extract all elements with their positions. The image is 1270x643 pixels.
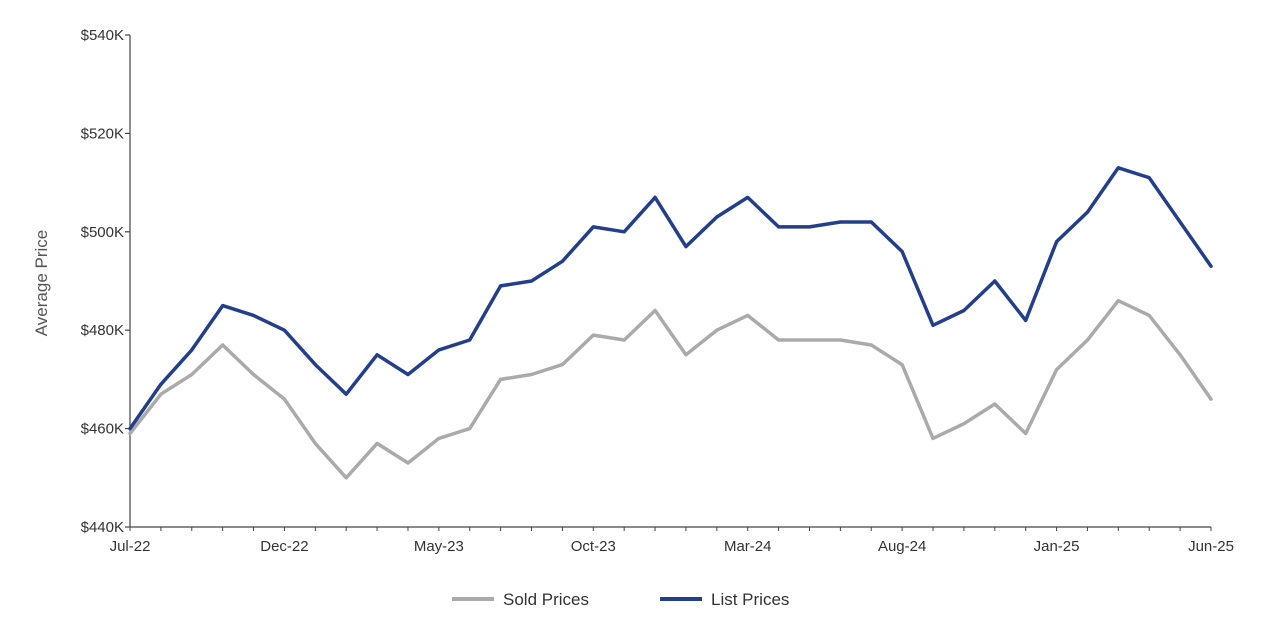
legend: Sold Prices List Prices bbox=[452, 590, 789, 609]
data-point-sold-prices bbox=[746, 313, 750, 317]
y-tick-label: $440K bbox=[81, 519, 124, 536]
data-point-list-prices bbox=[530, 279, 534, 283]
data-point-sold-prices bbox=[993, 402, 997, 406]
data-point-list-prices bbox=[962, 309, 966, 313]
data-point-sold-prices bbox=[1178, 353, 1182, 357]
data-point-sold-prices bbox=[622, 338, 626, 342]
data-point-list-prices bbox=[653, 195, 657, 199]
data-point-list-prices bbox=[437, 348, 441, 352]
data-point-sold-prices bbox=[653, 309, 657, 313]
data-point-list-prices bbox=[344, 392, 348, 396]
data-point-list-prices bbox=[468, 338, 472, 342]
legend-label: List Prices bbox=[711, 590, 789, 609]
series-line-sold-prices bbox=[128, 298, 1213, 480]
data-point-list-prices bbox=[1116, 166, 1120, 170]
data-point-sold-prices bbox=[1209, 397, 1213, 401]
y-tick-label: $540K bbox=[81, 27, 124, 44]
data-point-list-prices bbox=[499, 284, 503, 288]
data-point-list-prices bbox=[684, 245, 688, 249]
x-tick-label: Mar-24 bbox=[724, 538, 772, 555]
data-point-sold-prices bbox=[159, 392, 163, 396]
data-point-list-prices bbox=[313, 363, 317, 367]
data-point-sold-prices bbox=[931, 436, 935, 440]
data-point-list-prices bbox=[128, 427, 132, 431]
series-line-list-prices bbox=[128, 166, 1213, 431]
series-layer bbox=[128, 166, 1213, 480]
data-point-list-prices bbox=[190, 348, 194, 352]
data-point-list-prices bbox=[993, 279, 997, 283]
y-tick-label: $500K bbox=[81, 224, 124, 241]
data-point-list-prices bbox=[282, 328, 286, 332]
data-point-sold-prices bbox=[344, 476, 348, 480]
data-point-list-prices bbox=[1085, 210, 1089, 214]
data-point-sold-prices bbox=[252, 372, 256, 376]
data-point-list-prices bbox=[375, 353, 379, 357]
data-point-list-prices bbox=[1178, 220, 1182, 224]
data-point-list-prices bbox=[1024, 318, 1028, 322]
data-point-list-prices bbox=[777, 225, 781, 229]
data-point-sold-prices bbox=[807, 338, 811, 342]
data-point-sold-prices bbox=[900, 363, 904, 367]
data-point-sold-prices bbox=[375, 441, 379, 445]
data-point-sold-prices bbox=[777, 338, 781, 342]
data-point-list-prices bbox=[622, 230, 626, 234]
data-point-sold-prices bbox=[1085, 338, 1089, 342]
data-point-sold-prices bbox=[684, 353, 688, 357]
data-point-list-prices bbox=[746, 195, 750, 199]
data-point-sold-prices bbox=[1024, 432, 1028, 436]
y-tick-label: $520K bbox=[81, 125, 124, 142]
data-point-sold-prices bbox=[838, 338, 842, 342]
data-point-sold-prices bbox=[530, 372, 534, 376]
data-point-sold-prices bbox=[962, 422, 966, 426]
y-tick-label: $480K bbox=[81, 322, 124, 339]
data-point-list-prices bbox=[900, 249, 904, 253]
data-point-sold-prices bbox=[715, 328, 719, 332]
x-tick-label: Jul-22 bbox=[110, 538, 151, 555]
data-point-sold-prices bbox=[1116, 299, 1120, 303]
data-point-sold-prices bbox=[221, 343, 225, 347]
legend-item-sold-prices: Sold Prices bbox=[452, 590, 589, 609]
data-point-list-prices bbox=[838, 220, 842, 224]
x-tick-label: Aug-24 bbox=[878, 538, 926, 555]
data-point-list-prices bbox=[159, 382, 163, 386]
data-point-list-prices bbox=[1209, 264, 1213, 268]
data-point-list-prices bbox=[715, 215, 719, 219]
data-point-list-prices bbox=[560, 259, 564, 263]
data-point-sold-prices bbox=[468, 427, 472, 431]
legend-item-list-prices: List Prices bbox=[660, 590, 789, 609]
data-point-sold-prices bbox=[437, 436, 441, 440]
y-axis: $440K $460K $480K $500K $520K $540K bbox=[81, 27, 131, 536]
data-point-list-prices bbox=[1147, 176, 1151, 180]
x-tick-label: Jan-25 bbox=[1034, 538, 1080, 555]
data-point-list-prices bbox=[406, 372, 410, 376]
x-tick-label: May-23 bbox=[414, 538, 464, 555]
x-axis: Jul-22 Dec-22 May-23 Oct-23 Mar-24 Aug-24 Jan-… bbox=[110, 526, 1234, 555]
data-point-list-prices bbox=[931, 323, 935, 327]
y-tick-label: $460K bbox=[81, 421, 124, 438]
legend-label: Sold Prices bbox=[503, 590, 589, 609]
data-point-sold-prices bbox=[560, 363, 564, 367]
data-point-list-prices bbox=[869, 220, 873, 224]
data-point-list-prices bbox=[591, 225, 595, 229]
data-point-sold-prices bbox=[1055, 368, 1059, 372]
data-point-sold-prices bbox=[282, 397, 286, 401]
x-tick-label: Jun-25 bbox=[1188, 538, 1234, 555]
data-point-sold-prices bbox=[1147, 313, 1151, 317]
data-point-sold-prices bbox=[190, 372, 194, 376]
data-point-list-prices bbox=[221, 304, 225, 308]
data-point-sold-prices bbox=[313, 441, 317, 445]
x-tick-label: Dec-22 bbox=[260, 538, 308, 555]
data-point-list-prices bbox=[252, 313, 256, 317]
data-point-sold-prices bbox=[499, 377, 503, 381]
data-point-list-prices bbox=[1055, 240, 1059, 244]
data-point-sold-prices bbox=[128, 432, 132, 436]
data-point-sold-prices bbox=[406, 461, 410, 465]
data-point-list-prices bbox=[807, 225, 811, 229]
x-tick-label: Oct-23 bbox=[571, 538, 616, 555]
data-point-sold-prices bbox=[869, 343, 873, 347]
y-axis-title: Average Price bbox=[32, 230, 51, 336]
data-point-sold-prices bbox=[591, 333, 595, 337]
